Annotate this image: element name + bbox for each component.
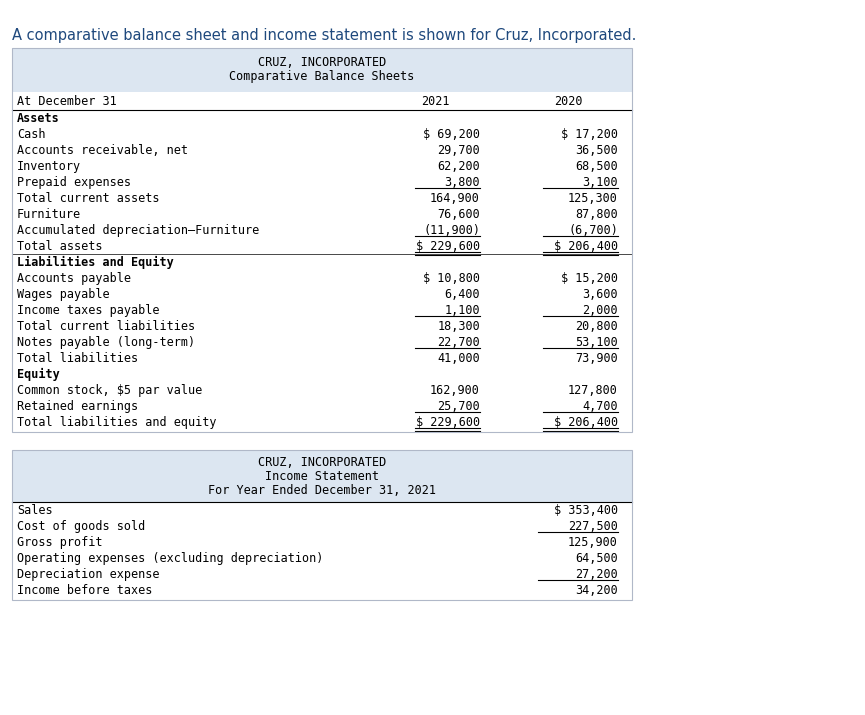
Text: 41,000: 41,000 [437,352,480,365]
Bar [12,450,632,502]
Text: Prepaid expenses: Prepaid expenses [17,176,131,189]
Text: 2020: 2020 [554,95,582,108]
Bar [12,48,632,92]
Text: 68,500: 68,500 [575,160,618,173]
Text: 76,600: 76,600 [437,208,480,221]
Text: Comparative Balance Sheets: Comparative Balance Sheets [229,70,414,83]
Text: Total liabilities: Total liabilities [17,352,138,365]
Text: Gross profit: Gross profit [17,536,102,549]
Text: 53,100: 53,100 [575,336,618,349]
Text: Cost of goods sold: Cost of goods sold [17,520,145,533]
Text: 162,900: 162,900 [430,384,480,397]
Bar [12,48,632,432]
Text: $ 15,200: $ 15,200 [561,272,618,285]
Text: 29,700: 29,700 [437,144,480,157]
Text: Total current assets: Total current assets [17,192,159,205]
Text: $ 353,400: $ 353,400 [554,504,618,517]
Text: 2021: 2021 [420,95,449,108]
Text: Sales: Sales [17,504,53,517]
Text: 73,900: 73,900 [575,352,618,365]
Text: Common stock, $5 par value: Common stock, $5 par value [17,384,202,397]
Text: 62,200: 62,200 [437,160,480,173]
Text: (11,900): (11,900) [423,224,480,237]
Text: At December 31: At December 31 [17,95,117,108]
Text: 3,600: 3,600 [582,288,618,301]
Text: 3,800: 3,800 [445,176,480,189]
Text: 3,100: 3,100 [582,176,618,189]
Text: Total assets: Total assets [17,240,102,253]
Text: 6,400: 6,400 [445,288,480,301]
Text: Notes payable (long-term): Notes payable (long-term) [17,336,195,349]
Text: 125,900: 125,900 [568,536,618,549]
Text: 227,500: 227,500 [568,520,618,533]
Text: Accumulated depreciation–Furniture: Accumulated depreciation–Furniture [17,224,260,237]
Text: (6,700): (6,700) [568,224,618,237]
Text: 1,100: 1,100 [445,304,480,317]
Text: 27,200: 27,200 [575,568,618,581]
Text: For Year Ended December 31, 2021: For Year Ended December 31, 2021 [208,484,436,497]
Text: 127,800: 127,800 [568,384,618,397]
Text: 36,500: 36,500 [575,144,618,157]
Text: Income before taxes: Income before taxes [17,584,152,597]
Text: Liabilities and Equity: Liabilities and Equity [17,256,174,269]
Text: $ 10,800: $ 10,800 [423,272,480,285]
Bar [12,92,632,110]
Text: 20,800: 20,800 [575,320,618,333]
Text: A comparative balance sheet and income statement is shown for Cruz, Incorporated: A comparative balance sheet and income s… [12,28,637,43]
Text: Total liabilities and equity: Total liabilities and equity [17,416,216,429]
Text: $ 229,600: $ 229,600 [416,240,480,253]
Text: Accounts payable: Accounts payable [17,272,131,285]
Text: 34,200: 34,200 [575,584,618,597]
Text: CRUZ, INCORPORATED: CRUZ, INCORPORATED [258,456,386,469]
Text: CRUZ, INCORPORATED: CRUZ, INCORPORATED [258,56,386,69]
Text: Equity: Equity [17,368,60,381]
Text: Income Statement: Income Statement [265,470,379,483]
Text: 87,800: 87,800 [575,208,618,221]
Text: 22,700: 22,700 [437,336,480,349]
Text: Inventory: Inventory [17,160,81,173]
Text: $ 206,400: $ 206,400 [554,240,618,253]
Text: Furniture: Furniture [17,208,81,221]
Bar [12,450,632,600]
Text: $ 206,400: $ 206,400 [554,416,618,429]
Text: Assets: Assets [17,112,60,125]
Text: 4,700: 4,700 [582,400,618,413]
Text: $ 17,200: $ 17,200 [561,128,618,141]
Text: Retained earnings: Retained earnings [17,400,138,413]
Text: 25,700: 25,700 [437,400,480,413]
Text: 2,000: 2,000 [582,304,618,317]
Text: 164,900: 164,900 [430,192,480,205]
Text: Depreciation expense: Depreciation expense [17,568,159,581]
Text: Total current liabilities: Total current liabilities [17,320,195,333]
Text: 64,500: 64,500 [575,552,618,565]
Text: $ 69,200: $ 69,200 [423,128,480,141]
Text: Cash: Cash [17,128,46,141]
Text: Income taxes payable: Income taxes payable [17,304,159,317]
Text: $ 229,600: $ 229,600 [416,416,480,429]
Text: 18,300: 18,300 [437,320,480,333]
Text: 125,300: 125,300 [568,192,618,205]
Text: Accounts receivable, net: Accounts receivable, net [17,144,188,157]
Text: Operating expenses (excluding depreciation): Operating expenses (excluding depreciati… [17,552,324,565]
Text: Wages payable: Wages payable [17,288,110,301]
